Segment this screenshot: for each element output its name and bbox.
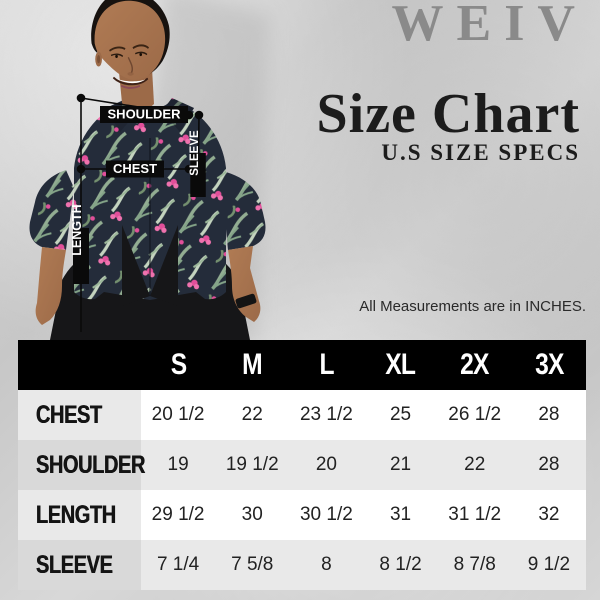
svg-text:SHOULDER: SHOULDER xyxy=(108,107,182,122)
svg-text:CHEST: CHEST xyxy=(113,161,157,176)
svg-text:LENGTH: LENGTH xyxy=(70,204,84,255)
svg-text:SLEEVE: SLEEVE xyxy=(189,130,201,176)
